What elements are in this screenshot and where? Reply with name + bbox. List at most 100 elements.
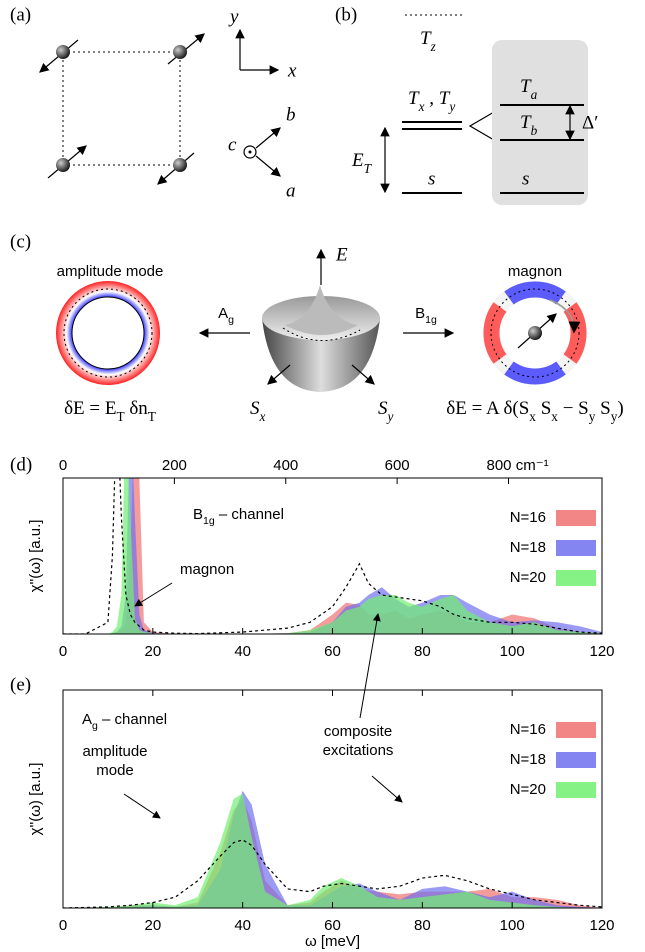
spectrum-area [63,793,602,908]
hat-min [282,327,361,341]
legend-label: N=16 [510,509,546,526]
subscript: 1g [425,314,437,326]
formula: δE = ET δnT [64,398,156,423]
text-part: A [218,305,228,322]
axis-arrow [351,364,375,385]
subscript: b [531,123,538,138]
ring-mid [63,288,153,378]
plot-area [63,478,602,634]
axis-label: Sy [378,398,394,423]
ring-lobe [563,302,587,364]
legend-label: N=18 [510,539,546,556]
axis-c-dot [248,150,252,154]
subscript: x [259,409,266,424]
text-part: δE = E [64,398,116,419]
annotation: amplitude [82,743,147,760]
subscript: y [611,409,618,424]
subscript: x [551,409,558,424]
text-part: B [415,305,425,322]
text-part: T [420,28,432,49]
legend-label: N=18 [510,751,546,768]
text-part: B [193,506,203,523]
annotation: excitations [323,742,394,759]
x-axis-label: ω [meV] [305,933,360,950]
plot-frame [62,477,603,635]
text-part: S [250,398,260,419]
annotation-arrow [134,582,173,607]
annotation: composite [324,723,392,740]
ring-lobe [504,281,566,305]
y-axis-label: χ''(ω) [a.u.] [27,763,44,836]
arrow-label: B1g [415,305,437,326]
text-part: S [378,398,388,419]
level-label: Tx , Ty [408,88,455,113]
subscript: T [364,161,373,176]
text-part: S [536,398,551,419]
legend-swatch [556,570,596,586]
text-part: , T [424,88,450,109]
x2-tick-label: 600 [385,457,410,474]
text-part: S [595,398,610,419]
atom [528,326,542,340]
level-label: Ta [520,76,538,101]
channel-label: B1g – channel [193,506,284,527]
text-part: E [351,150,364,171]
axis-label: b [286,104,296,125]
axis-arrow [255,155,281,177]
text-part: – channel [215,506,284,523]
atom [56,45,70,59]
axis-c [243,145,257,159]
channel-label: Ag – channel [82,711,167,732]
text-part: T [520,112,532,133]
text-part: δE = A δ(S [446,398,529,419]
x2-tick-label: 400 [273,457,298,474]
subscript: x [418,99,425,114]
text-part: – channel [98,711,167,728]
axis-label: E [335,244,348,265]
x-tick-label: 80 [414,917,431,934]
arrow-label: Ag [218,305,234,326]
panel-label: (b) [335,4,357,25]
mode-title: amplitude mode [57,263,164,280]
x-tick-label: 0 [59,643,67,660]
subscript: g [92,720,98,732]
level-label: s [522,168,529,189]
atom [173,45,187,59]
ring-inner [71,296,145,370]
x2-tick-label: 800 cm⁻¹ [487,457,549,474]
spectrum-line [63,478,602,634]
mode-title: magnon [508,263,562,280]
subscript: T [116,409,124,424]
atom [173,158,187,172]
level-label: s [428,168,435,189]
subscript: x [529,409,536,424]
legend-label: N=20 [510,781,546,798]
axis-label: x [287,60,297,81]
subscript: T [148,409,156,424]
panel-a: (a) y x b a c [10,4,297,201]
legend-swatch [556,510,596,526]
level-label: Tb [520,112,538,137]
x-tick-label: 0 [59,917,67,934]
subscript: 1g [203,515,215,527]
x2-tick-label: 200 [162,457,187,474]
panel-label: (c) [10,231,31,252]
formula: δE = A δ(Sx Sx − Sy Sy) [446,398,623,423]
x-tick-label: 20 [144,917,161,934]
x-tick-label: 60 [324,917,341,934]
x-tick-label: 120 [589,643,614,660]
annotation-arrow [123,793,161,819]
text-part: T [408,88,420,109]
subscript: y [386,409,394,424]
legend-swatch [556,752,596,768]
panel-label: (e) [10,674,31,695]
spectrum-line [63,839,602,908]
axis-label: a [286,180,296,201]
lattice [62,51,181,166]
axis-arrow [255,127,281,149]
legend-label: N=20 [510,569,546,586]
x-tick-label: 60 [324,643,341,660]
axis-label: c [228,134,237,155]
atom [56,158,70,172]
x-tick-label: 40 [234,643,251,660]
